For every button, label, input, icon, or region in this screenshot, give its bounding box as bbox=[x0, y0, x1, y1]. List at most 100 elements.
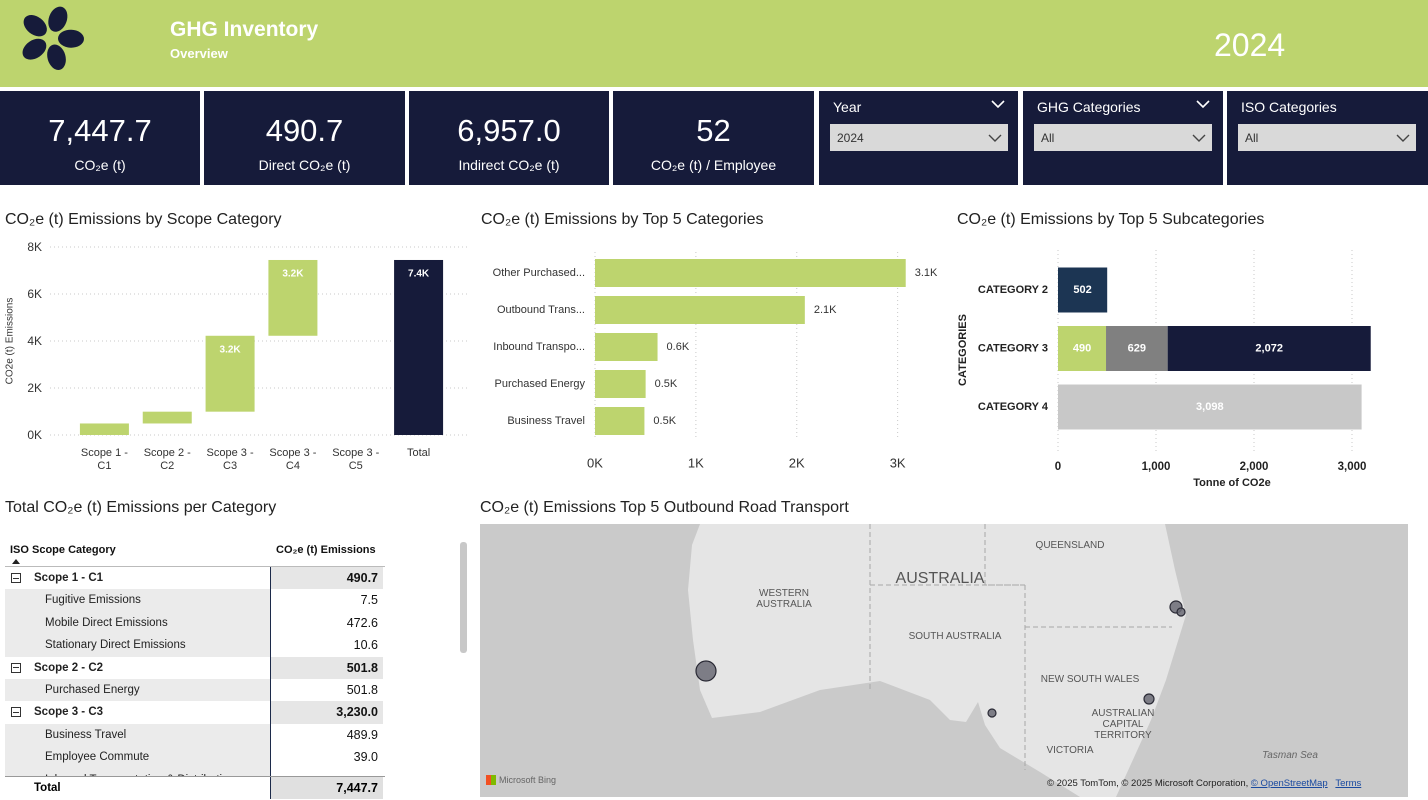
bar-segment bbox=[1106, 326, 1168, 371]
bar bbox=[595, 407, 645, 435]
map-bubbles bbox=[695, 600, 1186, 718]
bubble[interactable] bbox=[987, 708, 997, 718]
row-label: Employee Commute bbox=[45, 751, 150, 764]
value-cell: 7.5 bbox=[270, 589, 383, 612]
kpi-value: 490.7 bbox=[265, 113, 344, 148]
filter: Year 2024 bbox=[819, 91, 1018, 185]
table-body: Scope 1 - C1 490.7 Fugitive Emissions 7.5 Mo… bbox=[5, 567, 385, 776]
chart-title: CO₂e (t) Emissions by Top 5 Categories bbox=[481, 211, 764, 228]
kpi-value: 7,447.7 bbox=[48, 113, 152, 148]
chevron[interactable] bbox=[1192, 134, 1206, 143]
expand-toggle[interactable] bbox=[11, 707, 21, 718]
value-cell: 501.8 bbox=[270, 656, 383, 679]
bar bbox=[79, 423, 129, 435]
sort-indicator bbox=[12, 559, 20, 564]
bubble[interactable] bbox=[1143, 693, 1155, 705]
table-row: Business Travel 489.9 bbox=[5, 723, 385, 747]
dropdown-value[interactable]: 2024 bbox=[837, 131, 864, 145]
x-tick-label: 0 bbox=[1055, 461, 1061, 473]
row-value: 472.6 bbox=[346, 615, 378, 630]
table-row: Scope 2 - C2 501.8 bbox=[5, 656, 385, 679]
kpi-label: CO₂e (t) / Employee bbox=[650, 157, 777, 173]
row-value: 490.7 bbox=[346, 571, 378, 585]
x-tick-label: 1K bbox=[688, 456, 704, 471]
bubble[interactable] bbox=[695, 660, 717, 682]
value-cell: 489.9 bbox=[270, 723, 383, 747]
row-label-cell: Scope 2 - C2 bbox=[5, 656, 270, 679]
row-value: 10.6 bbox=[353, 638, 378, 653]
y-tick-label: Other Purchased... bbox=[493, 267, 585, 279]
chevron[interactable] bbox=[988, 134, 1002, 143]
table-header: ISO Scope Category CO₂e (t) Emissions bbox=[5, 540, 385, 567]
column-header: CO₂e (t) Emissions bbox=[276, 544, 376, 556]
scrollbar[interactable] bbox=[460, 542, 467, 653]
y-axis-label: CO2e (t) Emissions bbox=[5, 298, 16, 385]
x-tick-label: 3,000 bbox=[1338, 461, 1367, 473]
row-label: Business Travel bbox=[45, 728, 127, 741]
bar-segment bbox=[1058, 326, 1107, 371]
bar bbox=[268, 259, 318, 336]
total-value: 7,447.7 bbox=[270, 777, 383, 800]
dropdown[interactable]: 2024 bbox=[830, 124, 1008, 151]
kpi-card: 7,447.7 CO₂e (t) bbox=[0, 91, 200, 185]
row-label: Stationary Direct Emissions bbox=[45, 639, 186, 652]
data-label: 0.6K bbox=[667, 341, 690, 353]
filter-label: GHG Categories bbox=[1037, 99, 1141, 115]
table-row: Mobile Direct Emissions 472.6 bbox=[5, 611, 385, 635]
row-value: 3,230.0 bbox=[336, 705, 378, 720]
data-label: 490 bbox=[1073, 343, 1091, 355]
terms-link[interactable]: Terms bbox=[1335, 778, 1362, 789]
bar bbox=[142, 411, 192, 424]
data-label: 502 bbox=[1073, 284, 1091, 296]
chevron[interactable] bbox=[1396, 134, 1410, 143]
bar-segment bbox=[1058, 384, 1362, 430]
row-label: Scope 2 - C2 bbox=[34, 661, 104, 674]
attribution-link[interactable]: © OpenStreetMap bbox=[1250, 778, 1328, 789]
row-value: 7.5 bbox=[360, 593, 378, 608]
data-label: 0.5K bbox=[653, 415, 676, 427]
row-label-cell: Mobile Direct Emissions bbox=[5, 611, 270, 635]
table-row: Inbound Transportation & Distribution bbox=[5, 768, 385, 776]
data-label: 3.1K bbox=[915, 267, 938, 279]
expand-toggle[interactable] bbox=[11, 662, 21, 673]
chevron[interactable] bbox=[1196, 99, 1210, 109]
map-label: WESTERN AUSTRALIA bbox=[756, 588, 812, 610]
attribution-text: © 2025 TomTom, © 2025 Microsoft Corporat… bbox=[1047, 778, 1249, 789]
dropdown[interactable]: All bbox=[1034, 124, 1212, 151]
value-cell: 501.8 bbox=[270, 678, 383, 702]
x-axis-label: Tonne of CO2e bbox=[1193, 477, 1270, 489]
value-cell: 10.6 bbox=[270, 634, 383, 657]
chevron[interactable] bbox=[991, 99, 1005, 109]
dropdown-value[interactable]: All bbox=[1041, 131, 1055, 145]
y-tick-label: 6K bbox=[27, 287, 42, 301]
y-tick-label: 4K bbox=[27, 334, 42, 348]
filter: GHG Categories All bbox=[1023, 91, 1223, 185]
y-tick-label: Purchased Energy bbox=[495, 378, 586, 390]
bar bbox=[595, 259, 906, 287]
row-label: Fugitive Emissions bbox=[45, 594, 141, 607]
x-tick-label: Scope 2 - C2 bbox=[143, 447, 191, 472]
table-row: Scope 1 - C1 490.7 bbox=[5, 567, 385, 590]
row-label-cell: Business Travel bbox=[5, 723, 270, 747]
x-tick-label: Scope 3 - C3 bbox=[206, 447, 254, 472]
row-label-cell: Inbound Transportation & Distribution bbox=[5, 768, 270, 776]
map-logo: Microsoft Bing bbox=[499, 775, 557, 785]
logo bbox=[22, 6, 84, 70]
chart-title: CO₂e (t) Emissions by Top 5 Subcategorie… bbox=[957, 211, 1265, 228]
dropdown-value[interactable]: All bbox=[1245, 131, 1259, 145]
table-row: Fugitive Emissions 7.5 bbox=[5, 589, 385, 612]
dropdown[interactable]: All bbox=[1238, 124, 1416, 151]
row-label: Scope 1 - C1 bbox=[34, 572, 104, 584]
data-label: 7.4K bbox=[408, 268, 430, 279]
bubble[interactable] bbox=[1169, 600, 1183, 614]
data-label: 2,072 bbox=[1255, 343, 1283, 355]
bar bbox=[595, 370, 646, 398]
value-cell: 3,230.0 bbox=[270, 701, 383, 724]
expand-toggle[interactable] bbox=[11, 573, 21, 583]
data-label: 0.5K bbox=[655, 378, 678, 390]
y-axis-label: CATEGORIES bbox=[957, 314, 969, 386]
bubble[interactable] bbox=[1176, 607, 1186, 617]
kpi-label: CO₂e (t) bbox=[74, 157, 126, 173]
table-row: Purchased Energy 501.8 bbox=[5, 678, 385, 702]
